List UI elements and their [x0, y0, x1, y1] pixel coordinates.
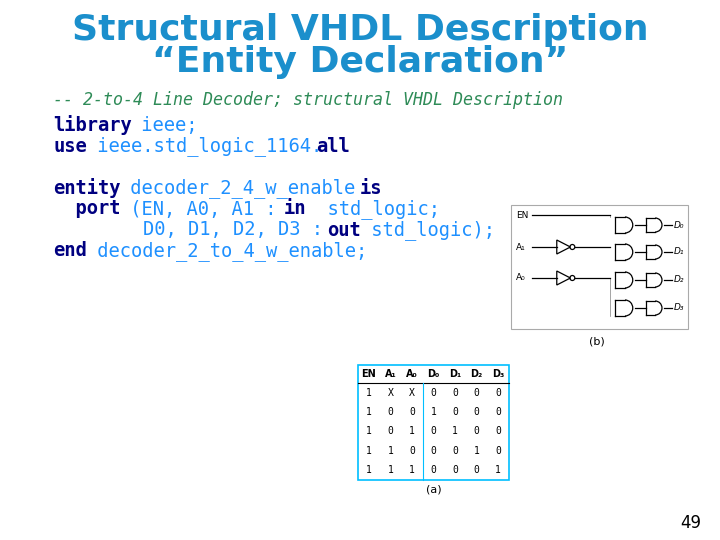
Text: port: port [53, 199, 121, 219]
Text: A₀: A₀ [406, 369, 418, 379]
Text: X: X [409, 388, 415, 397]
Text: 1: 1 [474, 446, 480, 456]
Text: 0: 0 [387, 407, 393, 417]
Text: 1: 1 [387, 446, 393, 456]
Text: D₃: D₃ [674, 303, 684, 313]
Text: 0: 0 [474, 427, 480, 436]
Text: 1: 1 [366, 388, 372, 397]
Text: all: all [316, 137, 350, 156]
Text: 0: 0 [387, 427, 393, 436]
Text: 1: 1 [366, 427, 372, 436]
Text: EN: EN [516, 211, 528, 219]
Text: 0: 0 [452, 388, 458, 397]
Text: 0: 0 [474, 465, 480, 475]
Text: 0: 0 [409, 407, 415, 417]
Text: D₂: D₂ [674, 275, 684, 285]
Text: 1: 1 [366, 407, 372, 417]
Text: 0: 0 [474, 407, 480, 417]
Text: is: is [360, 179, 382, 198]
Text: 0: 0 [495, 446, 501, 456]
Text: use: use [53, 137, 87, 156]
Text: 0: 0 [495, 427, 501, 436]
Text: 1: 1 [387, 465, 393, 475]
Text: 0: 0 [431, 388, 436, 397]
Text: A₁: A₁ [384, 369, 396, 379]
Text: 1: 1 [431, 407, 436, 417]
Text: D₂: D₂ [471, 369, 483, 379]
Text: entity: entity [53, 178, 121, 198]
Text: EN: EN [361, 369, 377, 379]
Text: -- 2-to-4 Line Decoder; structural VHDL Description: -- 2-to-4 Line Decoder; structural VHDL … [53, 91, 563, 109]
Text: (a): (a) [426, 485, 441, 495]
Text: 1: 1 [366, 465, 372, 475]
Text: D₁: D₁ [674, 247, 684, 256]
Text: decoder_2_to_4_w_enable;: decoder_2_to_4_w_enable; [86, 241, 367, 261]
Text: 1: 1 [366, 446, 372, 456]
Bar [358, 365, 509, 480]
Text: end: end [53, 241, 87, 260]
Text: in: in [283, 199, 306, 219]
Text: std_logic);: std_logic); [360, 220, 495, 240]
Text: A₀: A₀ [516, 273, 526, 282]
Text: std_logic;: std_logic; [305, 199, 440, 219]
Text: Structural VHDL Description: Structural VHDL Description [72, 13, 648, 47]
Text: (b): (b) [590, 337, 605, 347]
Text: 0: 0 [495, 388, 501, 397]
Text: 1: 1 [452, 427, 458, 436]
Text: D₀: D₀ [674, 220, 684, 230]
Text: 0: 0 [474, 388, 480, 397]
Text: 49: 49 [680, 514, 701, 532]
Text: D₁: D₁ [449, 369, 462, 379]
Text: 0: 0 [409, 446, 415, 456]
Text: X: X [387, 388, 393, 397]
Text: 1: 1 [409, 465, 415, 475]
Text: D₃: D₃ [492, 369, 505, 379]
Text: decoder_2_4_w_enable: decoder_2_4_w_enable [119, 178, 366, 198]
Text: D₀: D₀ [428, 369, 440, 379]
Text: 0: 0 [431, 446, 436, 456]
Text: 1: 1 [495, 465, 501, 475]
Text: 0: 0 [495, 407, 501, 417]
Text: 0: 0 [452, 465, 458, 475]
Text: D0, D1, D2, D3 :: D0, D1, D2, D3 : [53, 220, 334, 240]
Text: 0: 0 [452, 407, 458, 417]
Text: 0: 0 [452, 446, 458, 456]
Bar [511, 205, 688, 329]
Text: ieee;: ieee; [130, 116, 197, 134]
Text: 0: 0 [431, 427, 436, 436]
Text: (EN, A0, A1 :: (EN, A0, A1 : [119, 199, 288, 219]
Text: library: library [53, 115, 132, 135]
Text: “Entity Declaration”: “Entity Declaration” [152, 45, 568, 79]
Text: 1: 1 [409, 427, 415, 436]
Text: out: out [327, 220, 361, 240]
Text: A₁: A₁ [516, 242, 526, 252]
Text: ieee.std_logic_1164.: ieee.std_logic_1164. [86, 136, 323, 156]
Text: 0: 0 [431, 465, 436, 475]
